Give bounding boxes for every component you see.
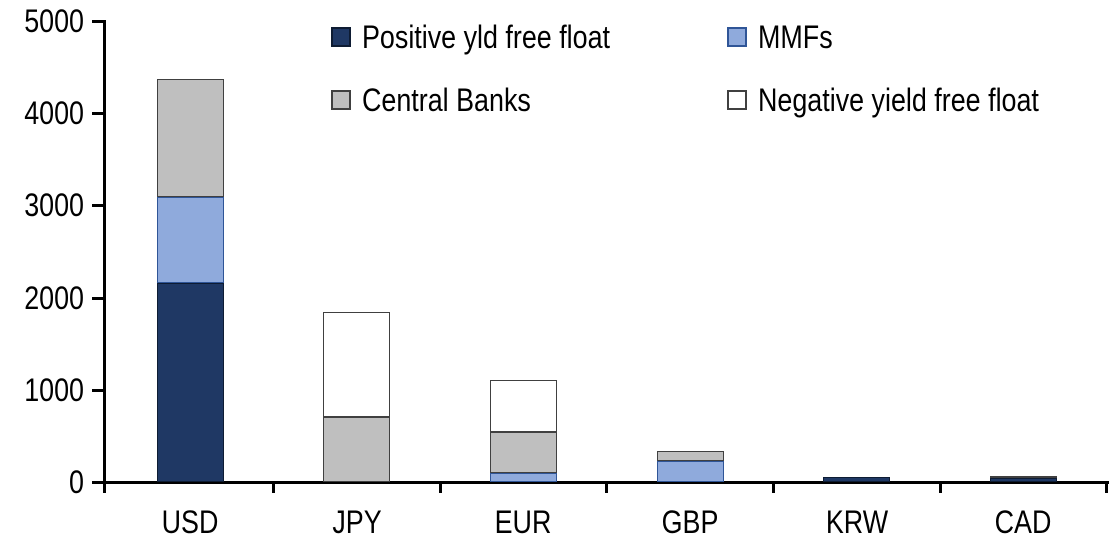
x-axis [92, 481, 1109, 484]
legend-item-mmfs: MMFs [727, 20, 847, 54]
bar-segment-usd-mmfs [156, 197, 224, 283]
legend-swatch-mmfs [727, 27, 747, 47]
x-tick [1105, 482, 1109, 493]
y-tick [92, 20, 106, 23]
y-axis [103, 21, 106, 493]
x-label-krw: KRW [825, 504, 888, 540]
bar-segment-eur-negative-yield-free-float [489, 379, 557, 433]
y-tick [92, 112, 106, 116]
legend-item-negative-yield-free-float: Negative yield free float [727, 83, 1092, 117]
y-tick-label-1000: 1000 [24, 371, 84, 408]
legend-swatch-central-banks [331, 90, 351, 110]
legend-label: MMFs [758, 19, 833, 55]
x-tick [771, 482, 775, 493]
y-tick-label-5000: 5000 [24, 3, 84, 39]
legend-swatch-negative-yield-free-float [727, 90, 747, 110]
x-label-cad: CAD [995, 504, 1052, 540]
bar-segment-gbp-central-banks [656, 451, 724, 462]
y-tick [92, 204, 106, 208]
y-tick-label-0: 0 [69, 464, 84, 500]
x-label-usd: USD [161, 504, 219, 540]
bar-segment-cad-positive-yld-free-float [989, 478, 1057, 482]
legend-label: Negative yield free float [758, 82, 1039, 118]
bar-segment-cad-central-banks [989, 476, 1057, 479]
x-label-gbp: GBP [661, 504, 719, 540]
y-tick-label-2000: 2000 [24, 279, 84, 316]
bar-segment-krw-positive-yld-free-float [823, 477, 891, 482]
x-tick [272, 482, 275, 493]
y-tick [92, 481, 106, 484]
legend-item-positive-yld-free-float: Positive yld free float [331, 20, 657, 54]
legend-swatch-positive-yld-free-float [331, 27, 351, 47]
y-tick-label-3000: 3000 [24, 187, 84, 224]
x-tick [438, 482, 442, 493]
bar-segment-jpy-central-banks [323, 417, 391, 482]
y-tick [92, 388, 106, 392]
x-label-jpy: JPY [332, 504, 382, 540]
x-tick [605, 482, 609, 493]
x-label-eur: EUR [495, 504, 552, 540]
bar-segment-eur-central-banks [489, 432, 557, 473]
y-tick-label-4000: 4000 [24, 95, 84, 132]
x-tick [938, 482, 942, 493]
legend-label: Positive yld free float [362, 19, 611, 55]
bar-segment-usd-central-banks [156, 79, 224, 198]
bar-segment-usd-positive-yld-free-float [156, 282, 224, 482]
bar-segment-eur-mmfs [489, 472, 557, 482]
legend-label: Central Banks [362, 82, 531, 118]
legend-item-central-banks: Central Banks [331, 83, 563, 117]
bar-segment-gbp-mmfs [656, 461, 724, 482]
bar-segment-jpy-negative-yield-free-float [323, 312, 391, 418]
y-tick [92, 296, 106, 300]
